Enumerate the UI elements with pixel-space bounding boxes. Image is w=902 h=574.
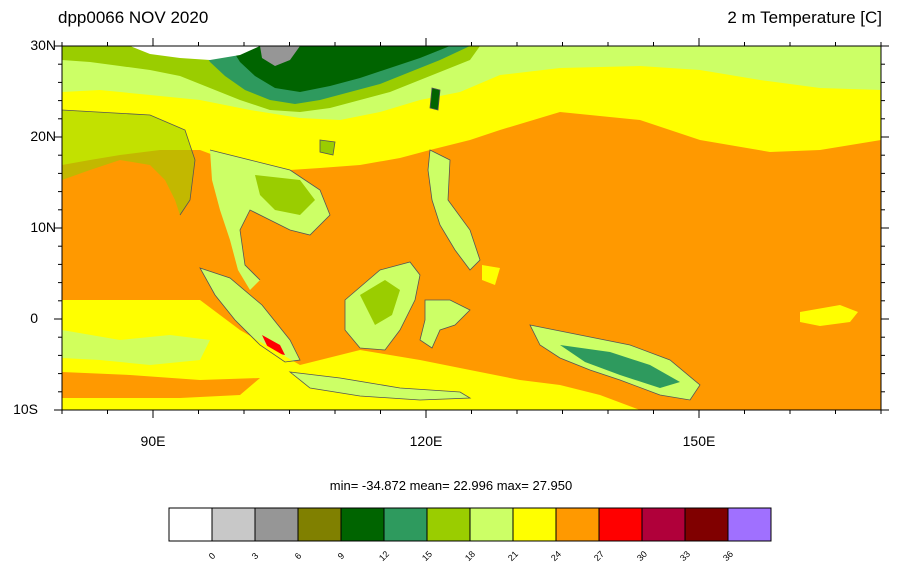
- colorbar-swatch: [340, 507, 385, 542]
- lon-label-90e: 90E: [140, 433, 166, 449]
- coastlines: [62, 87, 701, 401]
- sumatra-land: [200, 268, 300, 362]
- map-title: dpp0066 NOV 2020: [58, 8, 209, 27]
- colorbar-swatch: [555, 507, 600, 542]
- colorbar-swatch: [684, 507, 729, 542]
- band-6-himalaya: [260, 46, 300, 66]
- indochina-inland: [255, 175, 315, 215]
- band-0-himalaya: [130, 46, 260, 60]
- borneo-inland: [360, 280, 400, 325]
- band-21-south: [62, 330, 210, 365]
- ocean-warm-south: [62, 372, 260, 398]
- colorbar: [168, 507, 772, 542]
- philippines-land: [428, 150, 480, 270]
- lon-label-150e: 150E: [682, 433, 716, 449]
- celebes-yellow-patch: [482, 265, 500, 285]
- lat-label-20n: 20N: [30, 128, 56, 144]
- taiwan-land: [430, 88, 440, 110]
- colorbar-swatch: [426, 507, 471, 542]
- india-land: [62, 110, 195, 215]
- lat-label-10n: 10N: [30, 219, 56, 235]
- colorbar-swatch: [383, 507, 428, 542]
- lat-label-10s: 10S: [13, 401, 38, 417]
- new-guinea-highlands: [560, 345, 680, 388]
- lon-label-120e: 120E: [409, 433, 443, 449]
- colorbar-swatch: [211, 507, 256, 542]
- colorbar-swatch: [598, 507, 643, 542]
- colorbar-swatch: [297, 507, 342, 542]
- sumatra-hotspot: [262, 335, 285, 355]
- hainan-land: [320, 140, 335, 155]
- temperature-field: [62, 46, 881, 410]
- colorbar-swatch: [469, 507, 514, 542]
- colorbar-swatch: [168, 507, 213, 542]
- axis-ticks: [54, 38, 889, 418]
- sulawesi-land: [420, 300, 470, 348]
- colorbar-swatch: [254, 507, 299, 542]
- stats-line: min= -34.872 mean= 22.996 max= 27.950: [329, 478, 573, 493]
- java-land: [290, 372, 470, 400]
- colorbar-swatch: [641, 507, 686, 542]
- colorbar-swatch: [727, 507, 772, 542]
- lat-label-30n: 30N: [30, 37, 56, 53]
- lat-label-0: 0: [30, 310, 38, 326]
- colorbar-swatch: [512, 507, 557, 542]
- pacific-yellow-patch: [800, 305, 858, 326]
- variable-title: 2 m Temperature [C]: [727, 8, 882, 27]
